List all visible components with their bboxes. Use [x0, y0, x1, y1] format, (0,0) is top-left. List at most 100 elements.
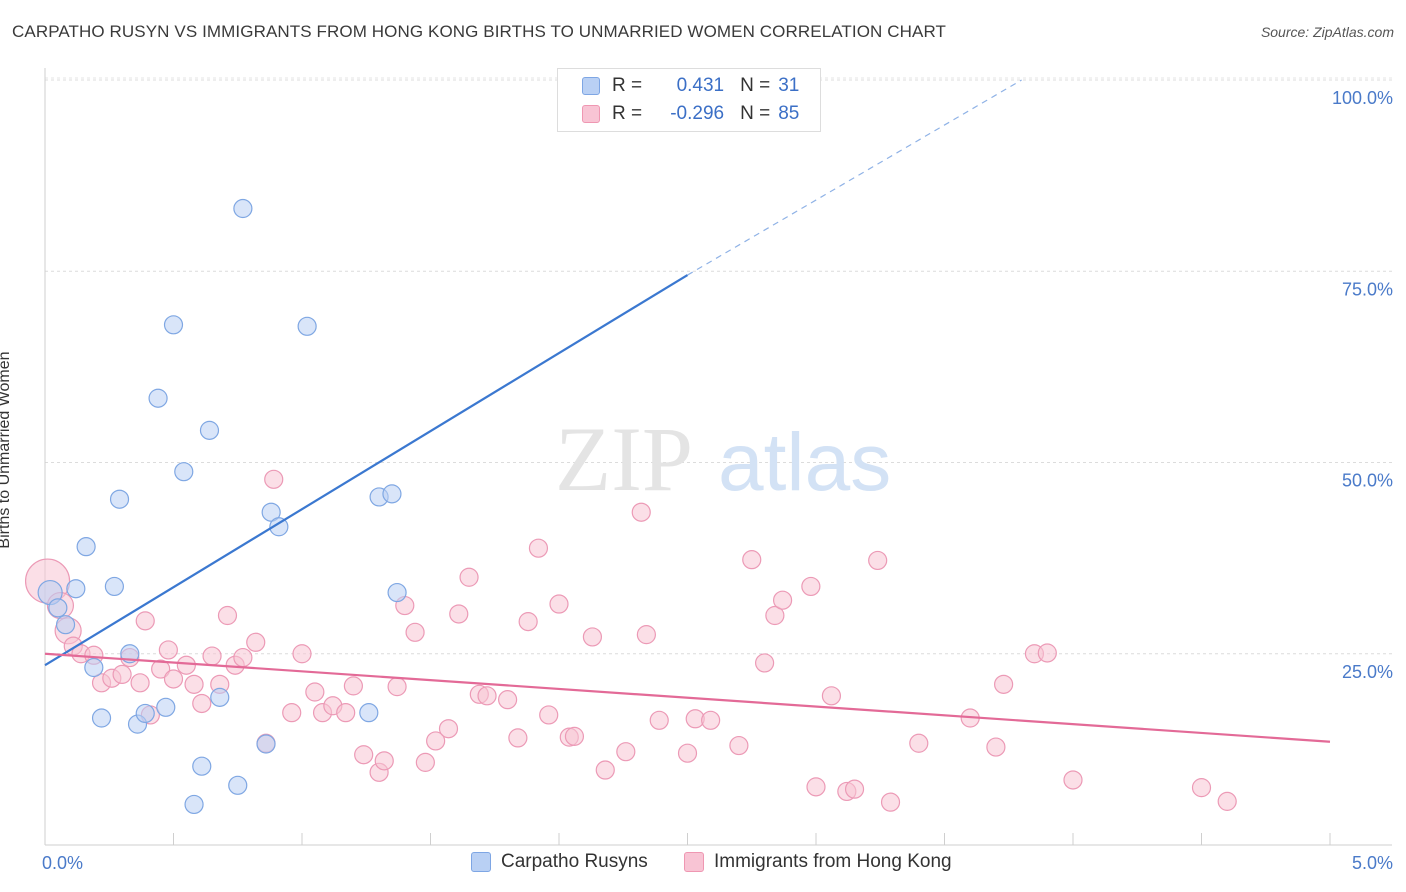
data-point — [426, 731, 446, 751]
data-point — [880, 792, 901, 812]
legend-swatch-pink — [582, 105, 600, 123]
data-point — [135, 703, 155, 724]
bottom-legend-hongkong[interactable]: Immigrants from Hong Kong — [684, 851, 952, 873]
data-point — [498, 690, 518, 710]
trend-line-carpatho-extension — [687, 79, 1022, 276]
data-point — [415, 752, 435, 772]
data-point — [564, 726, 585, 746]
y-tick-label: 75.0% — [1342, 279, 1393, 299]
y-tick-label: 50.0% — [1342, 471, 1393, 491]
data-point — [228, 775, 248, 795]
data-point — [806, 777, 826, 797]
data-point — [112, 664, 132, 685]
data-point — [76, 537, 96, 557]
data-point — [233, 198, 253, 219]
data-point — [801, 576, 821, 597]
data-point — [174, 462, 194, 482]
data-point — [158, 640, 178, 660]
data-point — [382, 484, 402, 504]
data-point — [202, 646, 222, 666]
data-point — [66, 579, 86, 599]
data-point — [343, 676, 363, 696]
data-point — [292, 644, 312, 664]
data-point — [1217, 791, 1237, 811]
trend-line-hongkong — [44, 652, 1331, 743]
watermark-zip: ZIP — [555, 408, 693, 510]
bottom-legend-label: Immigrants from Hong Kong — [714, 851, 952, 872]
data-point — [246, 632, 266, 652]
data-point — [148, 388, 168, 408]
data-point — [282, 703, 302, 723]
data-point — [104, 576, 124, 597]
data-point — [631, 502, 651, 522]
data-point — [55, 615, 76, 635]
data-point — [994, 674, 1014, 694]
data-point — [1063, 770, 1083, 790]
data-point — [359, 703, 379, 723]
data-point — [518, 612, 538, 632]
data-point — [176, 655, 196, 675]
data-point — [459, 567, 479, 587]
legend-n-value: 85 — [778, 103, 800, 124]
legend-row-carpatho: R = 0.431 N = 31 — [582, 73, 799, 99]
watermark-atlas: atlas — [718, 417, 891, 508]
x-tick-label: 5.0% — [1352, 853, 1393, 873]
data-point — [156, 697, 176, 717]
legend-r-label: R = — [612, 75, 643, 96]
data-point — [233, 647, 253, 668]
data-point — [1037, 643, 1057, 663]
data-point — [742, 550, 762, 570]
trend-lines — [44, 79, 1331, 743]
data-point — [986, 737, 1006, 757]
bottom-legend: Carpatho Rusyns Immigrants from Hong Kon… — [0, 851, 1406, 877]
source-label: Source: ZipAtlas.com — [1260, 24, 1394, 40]
data-point — [297, 316, 317, 336]
data-point — [765, 605, 785, 626]
data-point — [449, 604, 469, 624]
data-point — [616, 742, 636, 762]
axes — [44, 68, 1392, 846]
legend: R = 0.431 N = 31 R = -0.296 N = 85 — [557, 68, 821, 132]
legend-n-value: 31 — [778, 75, 800, 96]
data-point — [677, 743, 698, 763]
data-point — [151, 659, 171, 679]
bottom-legend-label: Carpatho Rusyns — [501, 851, 648, 872]
data-point — [163, 669, 184, 689]
bottom-legend-carpatho[interactable]: Carpatho Rusyns — [471, 851, 648, 873]
legend-n-label: N = — [740, 75, 771, 96]
data-point — [374, 751, 394, 771]
data-point — [754, 653, 775, 673]
data-point — [772, 590, 793, 610]
data-point — [909, 733, 929, 753]
data-point — [199, 420, 220, 440]
data-point — [256, 734, 276, 754]
data-point — [264, 469, 284, 489]
legend-swatch-blue — [582, 77, 600, 95]
data-point — [438, 719, 459, 739]
data-point — [354, 745, 374, 765]
data-point — [582, 627, 603, 647]
data-point — [539, 705, 559, 725]
trend-line-carpatho — [44, 274, 689, 667]
bottom-legend-swatch-pink — [684, 852, 704, 872]
data-point — [595, 760, 615, 780]
data-point — [649, 710, 669, 730]
grid-lines — [45, 77, 1392, 655]
data-point — [844, 779, 865, 799]
tick-labels: 100.0% 75.0% 50.0% 25.0% 0.0% 5.0% — [42, 88, 1393, 873]
data-point — [184, 674, 204, 694]
data-point — [405, 622, 425, 642]
data-point — [184, 794, 204, 815]
data-point — [729, 735, 749, 756]
legend-row-hongkong: R = -0.296 N = 85 — [582, 101, 799, 127]
data-point — [84, 657, 104, 678]
data-point — [135, 611, 155, 631]
data-point — [868, 550, 888, 571]
data-point — [130, 673, 150, 693]
data-point — [192, 693, 212, 714]
data-point — [336, 703, 356, 723]
legend-r-value: 0.431 — [676, 75, 725, 96]
data-point — [210, 687, 230, 707]
legend-n-label: N = — [740, 103, 771, 124]
